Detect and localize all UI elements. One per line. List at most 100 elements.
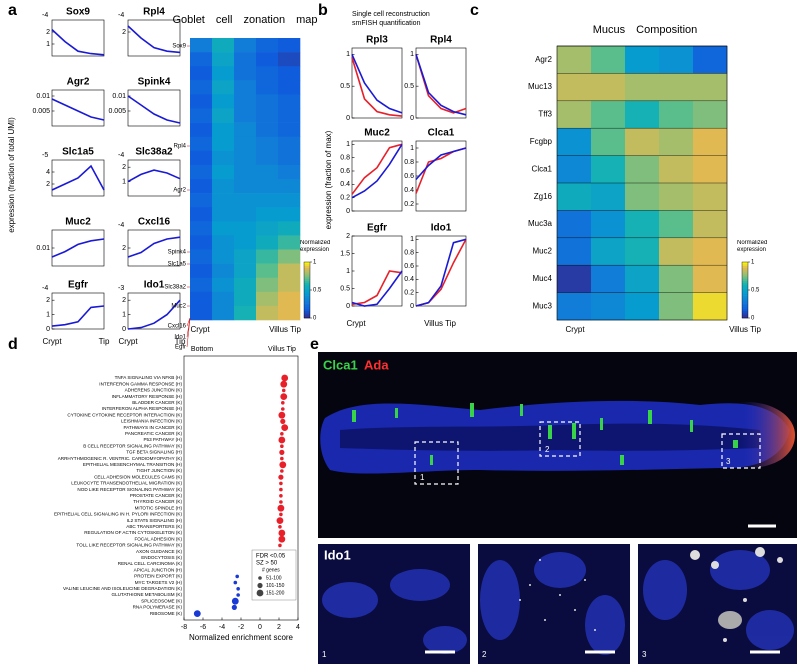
colorbar-segment [742, 267, 748, 270]
colorbar-segment [742, 297, 748, 300]
inset-number: 2 [482, 650, 487, 659]
y-tick-label: 4 [46, 169, 50, 176]
heatmap-cell [278, 207, 301, 222]
legend-text: SZ > 50 [256, 561, 278, 567]
heatmap-cell [212, 263, 235, 278]
axis-exponent: -4 [118, 12, 124, 19]
heatmap-cell [234, 38, 257, 53]
y-tick-label: 0.6 [404, 173, 414, 180]
colorbar-segment [304, 262, 310, 265]
dot [280, 469, 284, 473]
heatmap-cell [190, 52, 213, 67]
y-tick-label: 0 [346, 208, 350, 215]
heatmap-cell [278, 193, 301, 208]
colorbar-segment [742, 271, 748, 274]
heatmap-cell [693, 100, 728, 129]
x-axis-label: Crypt [565, 325, 585, 334]
heatmap-cell [278, 150, 301, 166]
heatmap-cell [234, 164, 257, 180]
colorbar-segment [304, 308, 310, 311]
y-tick-label: 0.2 [340, 195, 350, 202]
inset-boxes [414, 421, 761, 485]
pathway-label: THYROID CANCER (K) [133, 499, 182, 504]
row-label: Muc3a [528, 219, 553, 228]
heatmap-cell [212, 108, 235, 123]
x-axis-label: Villus Tip [424, 319, 456, 328]
colorbar-label-box: Normalized expression [300, 240, 330, 253]
colorbar-segment [304, 288, 310, 291]
heatmap-cell [625, 100, 660, 129]
y-tick-label: 2 [46, 297, 50, 304]
heatmap-cell [659, 292, 694, 321]
heatmap-cell [212, 207, 235, 222]
heatmap-cell [256, 305, 279, 321]
heatmap-cell [557, 292, 592, 321]
heatmap-cell [659, 155, 694, 184]
legend-size-label: 151-200 [266, 590, 285, 596]
subplot-title: Rpl4 [143, 7, 165, 18]
data-line [415, 54, 467, 116]
colorbar-tick-label: 0 [313, 316, 317, 322]
heatmap-cell [591, 100, 626, 129]
subplot-title: Slc38a2 [135, 147, 173, 158]
colorbar-segment [304, 286, 310, 289]
plot-frame [415, 47, 467, 119]
heatmap-cell [557, 73, 592, 102]
y-tick-label: 0 [346, 115, 350, 122]
colorbar-segment [742, 290, 748, 293]
dot [231, 597, 239, 605]
colorbar-segment [304, 282, 310, 285]
y-tick-label: 0.8 [404, 159, 414, 166]
pathway-label: ADHERENS JUNCTION (K) [125, 388, 183, 393]
pathway-label: CELL ADHESION MOLECULES CAMS (K) [94, 474, 182, 479]
heatmap-cell [256, 221, 279, 236]
colorbar-segment [304, 314, 310, 317]
pathway-label: BLADDER CANCER (K) [132, 400, 182, 405]
heatmap-cell [278, 94, 301, 109]
dot [279, 487, 283, 492]
subplot-title: Muc2 [364, 128, 390, 139]
dot [281, 388, 286, 393]
label-connector [186, 317, 191, 327]
data-line [415, 238, 467, 307]
row-label: Fcgbp [530, 137, 553, 146]
colorbar-tick-label: 0.5 [751, 288, 760, 294]
heatmap-cell [256, 207, 279, 222]
pathway-label: NOD LIKE RECEPTOR SIGNALING PATHWAY (K) [77, 487, 182, 492]
row-label: Agr2 [173, 188, 186, 194]
row-label: Slc1a5 [168, 262, 187, 268]
heatmap-cell [190, 249, 213, 264]
colorbar-tick-label: 0 [751, 316, 755, 322]
heatmap-cell [278, 38, 301, 53]
pathway-label: RIBOSOME (K) [150, 611, 183, 616]
heatmap-cell [557, 265, 592, 293]
heatmap-cell [212, 291, 235, 307]
colorbar-segment [304, 284, 310, 287]
heatmap-cell [557, 237, 592, 266]
heatmap-cell [256, 108, 279, 123]
heatmap-cell [212, 193, 235, 208]
colorbar-segment [742, 299, 748, 302]
heatmap-cell [234, 52, 257, 67]
y-tick-label: 2 [122, 164, 126, 171]
colorbar-segment [304, 280, 310, 283]
colorbar-segment [304, 297, 310, 300]
subplot-title: Clca1 [428, 128, 455, 139]
heatmap-cell [278, 291, 301, 307]
colorbar-segment [304, 273, 310, 276]
dot [276, 517, 284, 524]
heatmap-cell [693, 128, 728, 156]
heatmap-cell [190, 179, 213, 194]
x-tick-label: -2 [238, 624, 244, 631]
heatmap-cell [278, 305, 301, 321]
heatmap-cell [591, 155, 626, 184]
subplot-title: Sox9 [66, 7, 90, 18]
subplot-title: Rpl4 [430, 35, 452, 46]
green-spots [352, 403, 738, 465]
label-connector [186, 317, 191, 348]
plot-frame [51, 89, 105, 127]
heatmap-cell [234, 66, 257, 81]
colorbar-segment [742, 308, 748, 311]
y-tick-label: 0.6 [340, 168, 350, 175]
dot [279, 500, 283, 504]
